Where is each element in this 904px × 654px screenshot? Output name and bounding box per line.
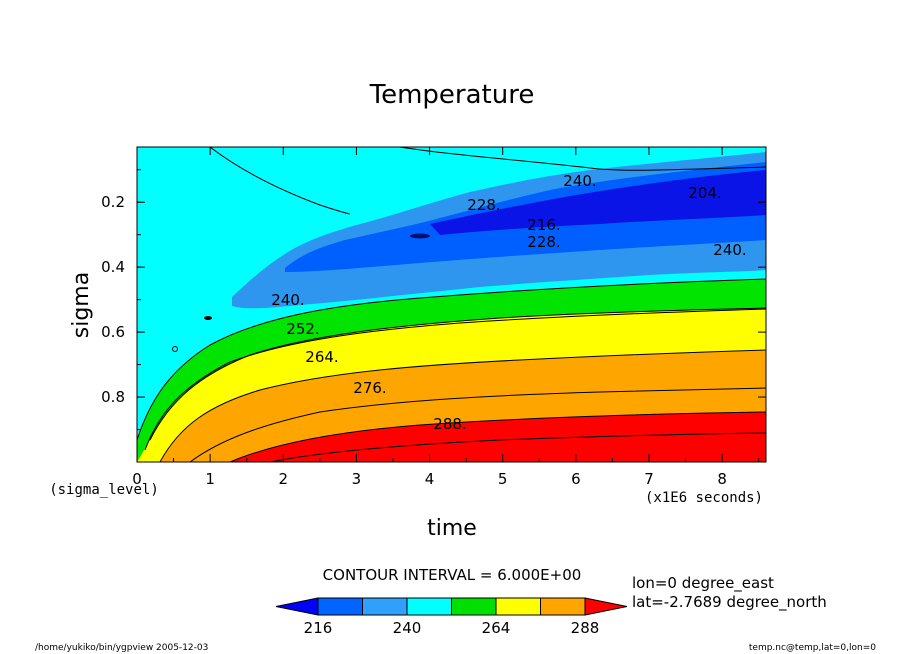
x-tick-label: 1 <box>205 470 215 488</box>
contour-label: 288. <box>433 415 466 433</box>
x-tick-label: 5 <box>498 470 508 488</box>
colorbar-label: 288 <box>571 619 600 637</box>
contour-lines <box>137 147 766 462</box>
y-axis: 0.2 0.4 0.6 0.8 <box>101 169 766 463</box>
x-tick-label: 7 <box>644 470 654 488</box>
chart-title: Temperature <box>369 80 535 110</box>
colorbar-segment <box>451 597 497 616</box>
contour-label: 276. <box>353 379 386 397</box>
plot-area: 240. 204. 228. 216. 228. 240. 240. 252. … <box>136 146 767 463</box>
colorbar-under-arrow <box>275 597 319 616</box>
colorbar-segment <box>406 597 452 616</box>
contour-label: 216. <box>527 216 560 234</box>
x-tick-label: 3 <box>352 470 362 488</box>
x-axis-label: time <box>427 516 477 541</box>
contour-ring <box>172 346 178 352</box>
x-tick-label: 6 <box>571 470 581 488</box>
contour-label: 252. <box>286 320 319 338</box>
contour-label: 240. <box>271 291 304 309</box>
footer-path: /home/yukiko/bin/ygpview 2005-12-03 <box>35 643 208 653</box>
colorbar-segment <box>495 597 541 616</box>
x-tick-label: 4 <box>425 470 435 488</box>
footer-source: temp.nc@temp,lat=0,lon=0 <box>749 643 876 653</box>
contour-label: 228. <box>527 233 560 251</box>
colorbar-segment <box>540 597 586 616</box>
contour-label: 240. <box>563 172 596 190</box>
contour-label: 264. <box>305 348 338 366</box>
y-units: (sigma_level) <box>49 482 159 498</box>
contour-label: 240. <box>713 241 746 259</box>
contour-interval: CONTOUR INTERVAL = 6.000E+00 <box>323 566 582 584</box>
x-units: (x1E6 seconds) <box>645 490 763 506</box>
y-tick-label: 0.8 <box>101 388 125 406</box>
colorbar-segment <box>317 597 363 616</box>
x-tick-label: 8 <box>717 470 727 488</box>
y-axis-label: sigma <box>69 272 94 338</box>
colorbar: 216 240 264 288 <box>275 597 628 637</box>
x-tick-label: 2 <box>279 470 289 488</box>
y-tick-label: 0.4 <box>101 258 125 276</box>
colorbar-label: 240 <box>393 619 422 637</box>
plot-frame <box>136 146 767 463</box>
lon-annotation: lon=0 degree_east <box>632 574 774 593</box>
contour-dot <box>204 316 212 320</box>
contour-label: 228. <box>467 196 500 214</box>
lat-annotation: lat=-2.7689 degree_north <box>632 593 827 612</box>
y-tick-label: 0.6 <box>101 323 125 341</box>
colorbar-label: 264 <box>482 619 511 637</box>
contour-label: 204. <box>688 184 721 202</box>
x-axis: 0 1 2 3 4 5 6 7 8 <box>132 147 760 488</box>
colorbar-segment <box>362 597 408 616</box>
colorbar-label: 216 <box>304 619 333 637</box>
band-204-216 <box>430 170 766 235</box>
contour-core <box>410 233 430 239</box>
y-tick-label: 0.2 <box>101 193 125 211</box>
colorbar-over-arrow <box>584 597 628 616</box>
x-tick-label: 0 <box>132 470 142 488</box>
